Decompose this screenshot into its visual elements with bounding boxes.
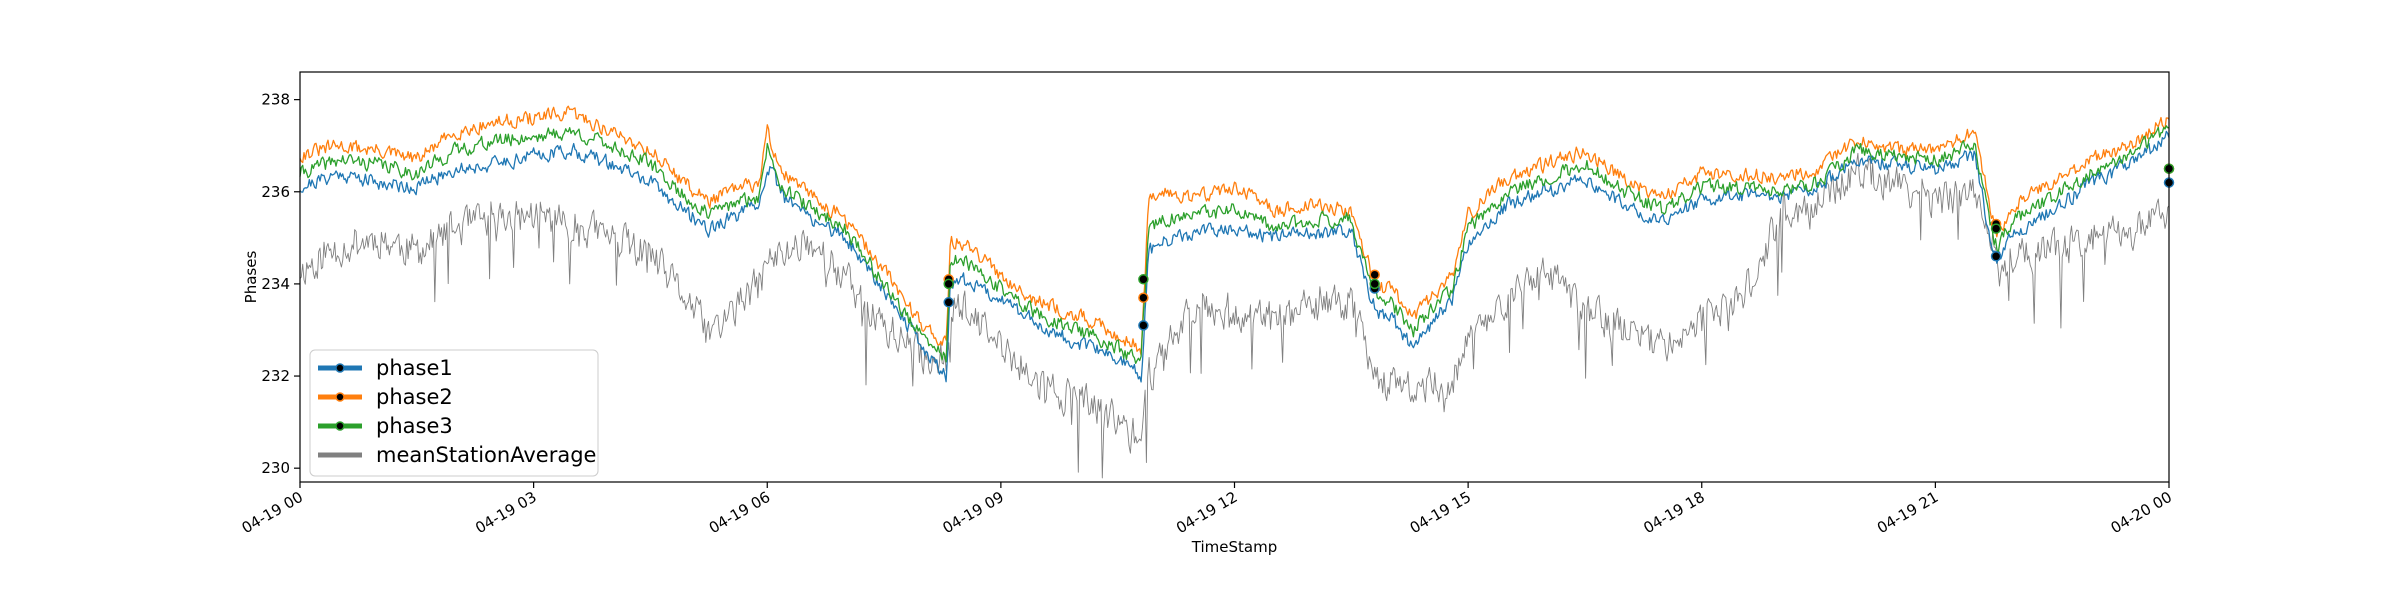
series-line-phase1 — [299, 130, 2170, 383]
legend-marker — [335, 421, 345, 431]
x-tick-label: 04-19 00 — [239, 488, 306, 537]
x-tick-label: 04-19 15 — [1407, 488, 1474, 537]
data-point-marker — [1990, 223, 2002, 234]
x-tick-label: 04-19 12 — [1173, 488, 1240, 537]
x-tick-label: 04-19 03 — [472, 488, 539, 537]
x-tick-label: 04-19 21 — [1874, 488, 1941, 537]
data-point-marker — [943, 278, 954, 290]
series-line-meanstationaverage — [299, 152, 2170, 479]
y-axis-title: Phases — [242, 251, 260, 304]
legend-label-phase1: phase1 — [376, 356, 453, 380]
legend-label-phase2: phase2 — [376, 385, 453, 409]
data-point-marker — [1990, 251, 2002, 262]
series-line-phase2 — [299, 105, 2170, 356]
y-tick-label: 236 — [261, 183, 290, 201]
x-tick-label: 04-19 06 — [706, 488, 773, 537]
legend-box — [309, 349, 599, 477]
y-tick-label: 230 — [261, 459, 290, 477]
x-tick-label: 04-20 00 — [2108, 488, 2175, 537]
data-point-marker — [1138, 320, 1149, 331]
series-line-phase3 — [299, 125, 2170, 365]
x-tick-label: 04-19 18 — [1640, 488, 1707, 537]
data-point-marker — [1138, 274, 1149, 285]
series-layer — [299, 105, 2170, 479]
data-point-marker — [943, 297, 954, 308]
legend-label-meanstationaverage: meanStationAverage — [376, 443, 596, 467]
x-axis: 04-19 00 04-19 03 04-19 06 04-19 09 04-19 12… — [239, 482, 2175, 537]
y-tick-label: 238 — [261, 91, 290, 109]
legend-label-phase3: phase3 — [376, 414, 453, 438]
data-point-marker — [1369, 278, 1380, 290]
data-point-marker — [1369, 269, 1380, 280]
x-axis-title: TimeStamp — [1191, 538, 1277, 556]
marker-layer — [943, 163, 2175, 331]
legend-marker — [335, 363, 345, 373]
y-tick-label: 234 — [261, 275, 290, 293]
legend: phase1 phase2 phase3 meanStationAverage — [309, 349, 599, 477]
y-axis: 230 232 234 236 238 — [261, 91, 300, 477]
legend-marker — [335, 392, 345, 402]
y-tick-label: 232 — [261, 367, 290, 385]
x-tick-label: 04-19 09 — [939, 488, 1006, 537]
plot-area — [300, 72, 2169, 482]
data-point-marker — [1138, 292, 1149, 303]
